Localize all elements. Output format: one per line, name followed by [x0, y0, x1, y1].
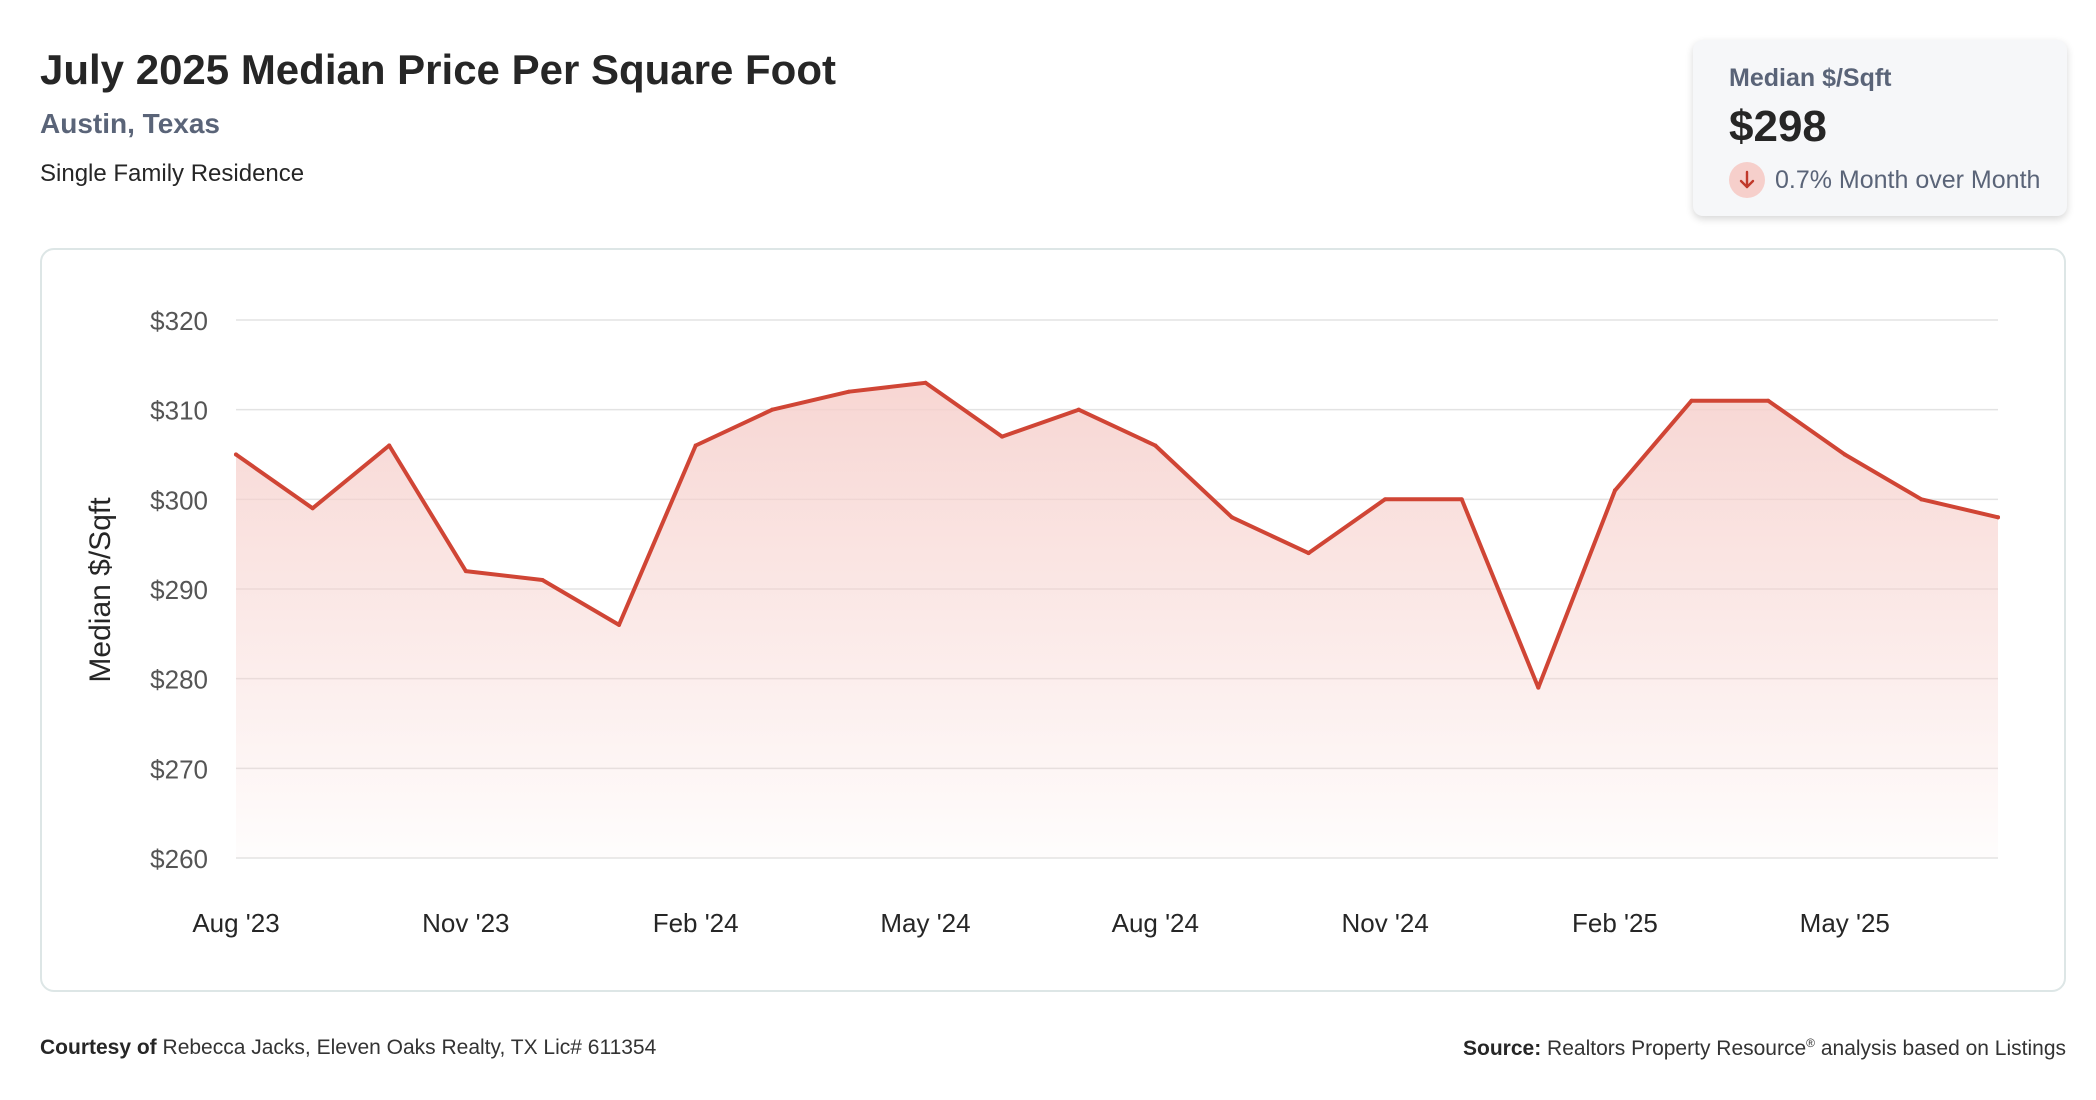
- data-point[interactable]: [846, 389, 851, 394]
- property-type-label: Single Family Residence: [40, 160, 305, 187]
- x-tick-label: Aug '23: [192, 908, 279, 938]
- x-tick-label: Nov '24: [1341, 908, 1428, 938]
- x-tick-label: May '25: [1800, 908, 1890, 938]
- courtesy-label: Courtesy of: [40, 1036, 157, 1059]
- data-point[interactable]: [617, 622, 622, 627]
- source-label: Source:: [1463, 1037, 1542, 1060]
- x-tick-label: Feb '25: [1572, 908, 1658, 938]
- data-point[interactable]: [1229, 515, 1234, 520]
- courtesy-footer: Courtesy of Rebecca Jacks, Eleven Oaks R…: [40, 1036, 656, 1060]
- data-point[interactable]: [1996, 515, 2000, 520]
- kpi-value: $298: [1729, 102, 1827, 151]
- y-tick-label: $290: [150, 575, 208, 605]
- data-point[interactable]: [310, 506, 315, 511]
- x-tick-label: Feb '24: [653, 908, 739, 938]
- data-point[interactable]: [1383, 497, 1388, 502]
- y-tick-label: $260: [150, 844, 208, 874]
- data-point[interactable]: [540, 578, 545, 583]
- data-point[interactable]: [463, 569, 468, 574]
- location-subtitle: Austin, Texas: [40, 108, 220, 139]
- data-point[interactable]: [1153, 443, 1158, 448]
- source-suffix: analysis based on Listings: [1820, 1037, 2066, 1060]
- y-tick-label: $320: [150, 306, 208, 336]
- data-point[interactable]: [1919, 497, 1924, 502]
- courtesy-text: Rebecca Jacks, Eleven Oaks Realty, TX Li…: [162, 1036, 657, 1059]
- y-tick-label: $310: [150, 396, 208, 426]
- data-point[interactable]: [693, 443, 698, 448]
- data-point[interactable]: [770, 407, 775, 412]
- y-axis-title: Median $/Sqft: [84, 497, 117, 683]
- data-point[interactable]: [387, 443, 392, 448]
- y-tick-label: $300: [150, 485, 208, 515]
- y-tick-label: $270: [150, 754, 208, 784]
- data-point[interactable]: [1076, 407, 1081, 412]
- y-tick-label: $280: [150, 665, 208, 695]
- data-point[interactable]: [1306, 551, 1311, 556]
- data-point[interactable]: [923, 380, 928, 385]
- source-footer: Source: Realtors Property Resource® anal…: [1463, 1036, 2066, 1061]
- registered-mark: ®: [1806, 1036, 1815, 1050]
- chart-frame: [40, 248, 2066, 992]
- data-point[interactable]: [1000, 434, 1005, 439]
- series-line: [234, 380, 2000, 690]
- data-point[interactable]: [1612, 488, 1617, 493]
- kpi-card: Median $/Sqft $298 0.7% Month over Month: [1693, 40, 2067, 216]
- data-point[interactable]: [1766, 398, 1771, 403]
- data-point[interactable]: [1842, 452, 1847, 457]
- x-tick-label: May '24: [880, 908, 970, 938]
- source-text: Realtors Property Resource: [1547, 1037, 1807, 1060]
- arrow-down-icon: [1729, 162, 1765, 198]
- data-point[interactable]: [1689, 398, 1694, 403]
- page-title: July 2025 Median Price Per Square Foot: [40, 46, 836, 93]
- x-tick-label: Nov '23: [422, 908, 509, 938]
- kpi-label: Median $/Sqft: [1729, 64, 1892, 92]
- data-point[interactable]: [1536, 685, 1541, 690]
- kpi-change-row: 0.7% Month over Month: [1729, 162, 2040, 198]
- kpi-change-text: 0.7% Month over Month: [1775, 165, 2041, 194]
- data-point[interactable]: [1459, 497, 1464, 502]
- data-point[interactable]: [234, 452, 238, 457]
- series-area: [236, 382, 1998, 858]
- x-tick-label: Aug '24: [1112, 908, 1199, 938]
